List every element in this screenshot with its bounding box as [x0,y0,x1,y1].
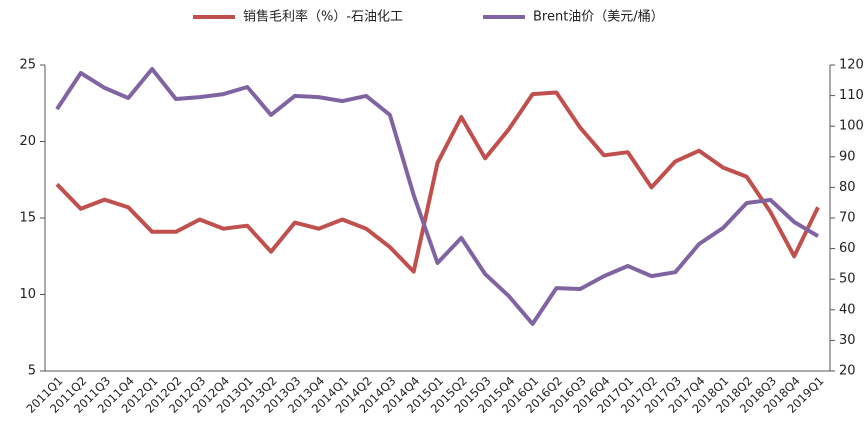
y-tick-label: 20 [19,134,36,149]
y2-tick-label: 20 [839,364,856,379]
y2-tick-label: 120 [839,58,864,73]
y2-tick-label: 50 [839,272,856,287]
y2-tick-label: 90 [839,149,856,164]
series-line [55,90,820,274]
y2-tick-label: 80 [839,180,856,195]
legend: 销售毛利率（%）-石油化工 Brent油价（美元/桶） [193,9,664,25]
y-tick-label: 5 [28,364,36,379]
y-tick-label: 25 [19,58,36,73]
y-tick-label: 15 [19,211,36,226]
series-line [55,67,820,326]
y2-tick-label: 30 [839,333,856,348]
legend-label: Brent油价（美元/桶） [533,10,664,25]
y2-tick-label: 40 [839,302,856,317]
y-tick-label: 10 [19,287,36,302]
y2-tick-label: 110 [839,88,864,103]
y2-tick-label: 60 [839,241,856,256]
legend-label: 销售毛利率（%）-石油化工 [243,9,403,25]
y2-tick-label: 100 [839,119,864,134]
y2-tick-label: 70 [839,211,856,226]
